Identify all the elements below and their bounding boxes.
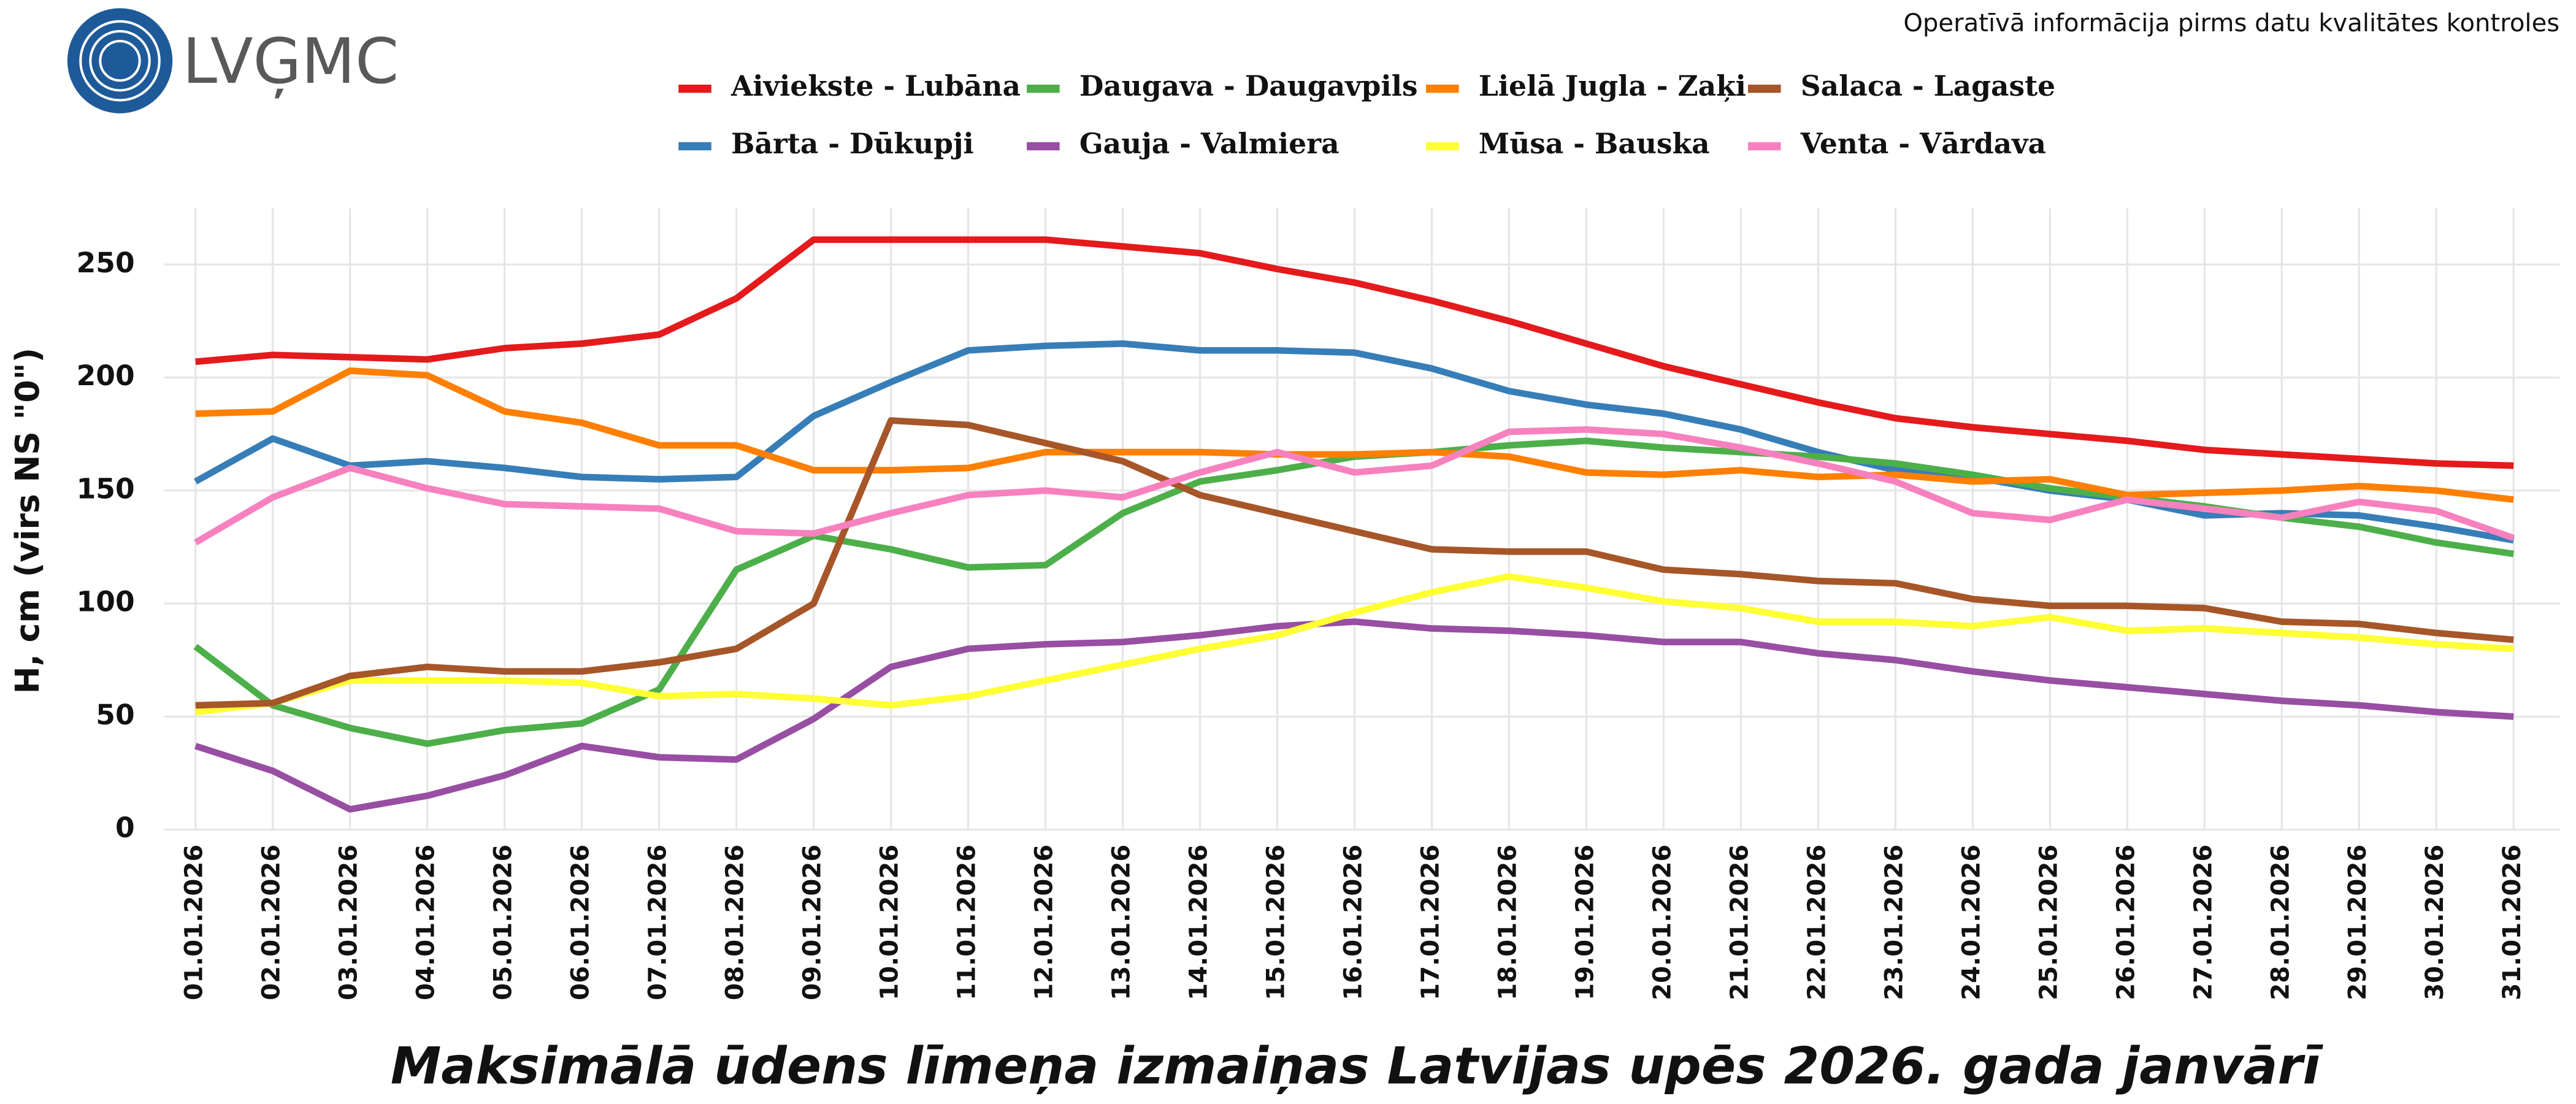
logo-ring <box>89 29 151 92</box>
series-line <box>194 426 2515 546</box>
y-axis-label: H, cm (virs NS "0") <box>8 348 47 694</box>
legend-label: Aiviekste - Lubāna <box>730 69 1021 102</box>
legend-label: Bārta - Dūkupji <box>731 127 974 160</box>
series-line <box>195 573 2514 716</box>
legend-label: Gauja - Valmiera <box>1079 127 1340 160</box>
y-tick-label: 250 <box>77 247 135 279</box>
x-tick-label: 21.01.2026 <box>1725 845 1754 1000</box>
legend: Aiviekste - Lubāna Bārta - Dūkupji Daugava… <box>678 69 2055 160</box>
legend-label: Daugava - Daugavpils <box>1079 69 1418 102</box>
x-tick-label: 27.01.2026 <box>2189 845 2217 1000</box>
y-tick-label: 200 <box>77 359 135 392</box>
x-tick-label: 26.01.2026 <box>2112 845 2140 1000</box>
x-tick-label: 30.01.2026 <box>2421 845 2449 1000</box>
x-tick-label: 12.01.2026 <box>1030 845 1059 1000</box>
note: Operatīvā informācija pirms datu kvalitā… <box>1903 9 2559 37</box>
series-line <box>195 417 2514 709</box>
y-tick-label: 0 <box>115 811 135 844</box>
legend-label: Mūsa - Bauska <box>1479 127 1710 160</box>
legend-label: Lielā Jugla - Zaķi <box>1479 69 1746 102</box>
x-tick-label: 23.01.2026 <box>1880 845 1908 1000</box>
logo-ring <box>99 39 141 82</box>
logo: LVĢMC <box>67 8 399 113</box>
chart-title: Maksimālā ūdens līmeņa izmaiņas Latvijas… <box>391 1037 2324 1096</box>
lines <box>193 236 2515 813</box>
legend-label: Salaca - Lagaste <box>1801 69 2055 102</box>
x-tick-label: 07.01.2026 <box>644 845 672 1000</box>
x-tick-label: 20.01.2026 <box>1648 845 1676 1000</box>
series-line <box>195 236 2514 469</box>
logo-emblem <box>67 8 173 113</box>
x-tick-label: 18.01.2026 <box>1493 845 1522 1000</box>
x-tick-label: 25.01.2026 <box>2034 845 2063 1000</box>
series-line <box>195 367 2514 503</box>
grid: 0 50 100 150 200 250 01.01.2026 02.01.2026 03.01… <box>77 208 2560 1000</box>
x-tick-label: 15.01.2026 <box>1262 845 1290 1000</box>
x-tick-label: 31.01.2026 <box>2498 845 2526 1000</box>
x-tick-label: 13.01.2026 <box>1108 845 1136 1000</box>
x-tick-label: 19.01.2026 <box>1571 845 1599 1000</box>
y-tick-label: 50 <box>96 699 134 731</box>
x-tick-label: 24.01.2026 <box>1957 845 1985 1000</box>
x-tick-label: 22.01.2026 <box>1803 845 1831 1000</box>
series-line <box>194 618 2514 813</box>
x-tick-label: 17.01.2026 <box>1416 845 1444 1000</box>
x-tick-label: 09.01.2026 <box>799 845 827 1000</box>
x-tick-label: 10.01.2026 <box>876 845 904 1000</box>
x-tick-label: 29.01.2026 <box>2344 845 2372 1000</box>
x-tick-label: 11.01.2026 <box>953 845 981 1000</box>
logo-text: LVĢMC <box>182 26 399 98</box>
x-tick-label: 01.01.2026 <box>180 845 209 1000</box>
x-tick-label: 04.01.2026 <box>412 845 440 1000</box>
x-tick-label: 08.01.2026 <box>721 845 749 1000</box>
x-tick-label: 03.01.2026 <box>335 845 363 1000</box>
x-tick-label: 05.01.2026 <box>489 845 518 1000</box>
x-tick-label: 02.01.2026 <box>258 845 286 1000</box>
x-tick-label: 16.01.2026 <box>1339 845 1367 1000</box>
x-tick-label: 28.01.2026 <box>2266 845 2294 1000</box>
x-tick-label: 14.01.2026 <box>1185 845 1213 1000</box>
y-tick-label: 150 <box>77 472 135 505</box>
y-tick-label: 100 <box>77 586 135 618</box>
logo-ring <box>79 20 161 102</box>
legend-label: Venta - Vārdava <box>1800 127 2046 160</box>
x-tick-label: 06.01.2026 <box>567 845 595 1000</box>
